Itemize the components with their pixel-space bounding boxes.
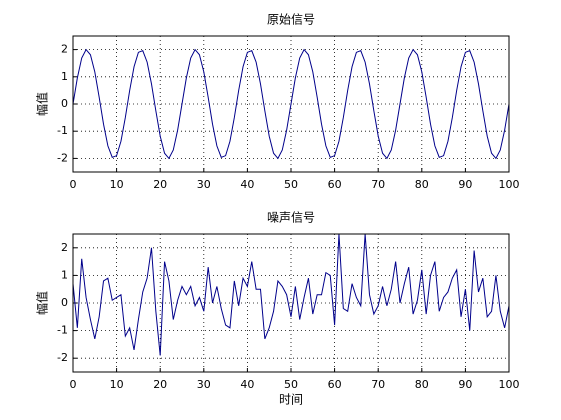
x-axis-label: 时间	[279, 393, 303, 407]
x-tick-label: 20	[153, 178, 167, 191]
y-axis-label: 幅值	[35, 92, 50, 116]
x-tick-label: 50	[284, 178, 298, 191]
x-tick-label: 20	[153, 378, 167, 391]
x-tick-label: 10	[110, 378, 124, 391]
plot-area	[73, 234, 509, 356]
y-tick-label: 2	[61, 241, 68, 254]
x-tick-label: 100	[499, 378, 520, 391]
signal-line	[73, 48, 509, 160]
y-tick-label: -1	[57, 124, 68, 137]
x-tick-label: 90	[458, 378, 472, 391]
axes-frame	[72, 35, 510, 173]
x-tick-label: 90	[458, 178, 472, 191]
y-tick-label: -2	[57, 151, 68, 164]
x-tick-label: 60	[328, 378, 342, 391]
x-tick-label: 30	[197, 178, 211, 191]
chart-title: 原始信号	[267, 13, 315, 27]
chart-title: 噪声信号	[267, 211, 315, 225]
x-tick-label: 0	[70, 178, 77, 191]
x-tick-label: 60	[328, 178, 342, 191]
x-tick-label: 50	[284, 378, 298, 391]
x-tick-label: 70	[371, 378, 385, 391]
x-tick-label: 40	[240, 178, 254, 191]
y-tick-label: -1	[57, 324, 68, 337]
x-tick-label: 30	[197, 378, 211, 391]
x-tick-label: 70	[371, 178, 385, 191]
x-tick-label: 10	[110, 178, 124, 191]
y-tick-label: 0	[61, 296, 68, 309]
y-tick-label: 1	[61, 70, 68, 83]
x-tick-label: 0	[70, 378, 77, 391]
y-tick-label: 1	[61, 268, 68, 281]
y-axis-label: 幅值	[35, 291, 50, 315]
y-tick-label: -2	[57, 351, 68, 364]
axes-frame	[72, 233, 510, 373]
signal-line	[73, 234, 509, 356]
y-tick-label: 2	[61, 43, 68, 56]
x-tick-label: 80	[415, 378, 429, 391]
x-tick-label: 100	[499, 178, 520, 191]
x-tick-label: 80	[415, 178, 429, 191]
plot-area	[73, 48, 509, 160]
y-tick-label: 0	[61, 97, 68, 110]
x-tick-label: 40	[240, 378, 254, 391]
